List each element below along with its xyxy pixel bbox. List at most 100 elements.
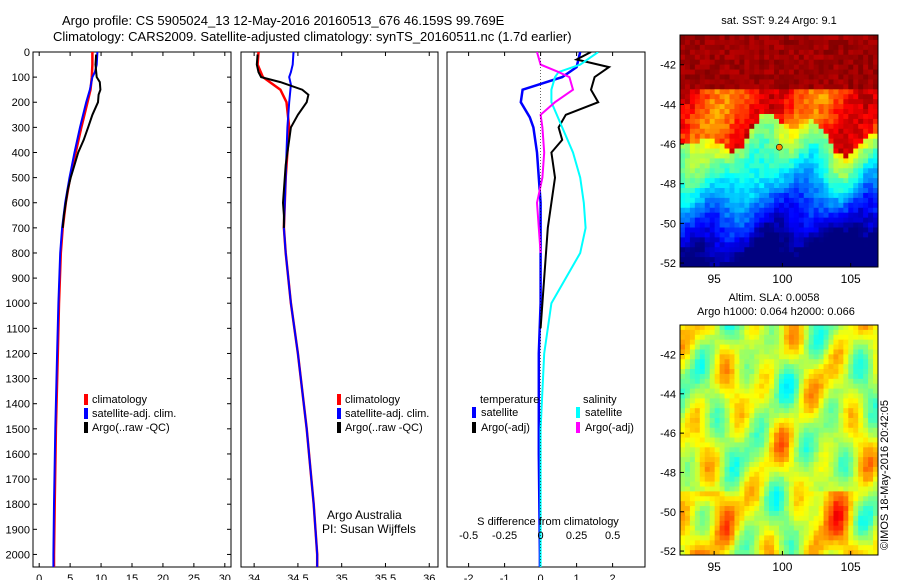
map-cell <box>873 476 878 483</box>
map-cell <box>774 39 780 46</box>
map-cell <box>714 168 721 174</box>
map-cell <box>764 163 770 169</box>
map-cell <box>793 143 800 150</box>
map-cell <box>729 364 736 370</box>
map-cell <box>823 525 830 532</box>
map-cell <box>863 123 869 130</box>
map-cell <box>769 74 775 81</box>
map-cell <box>858 393 864 399</box>
top-tick-label: 0.25 <box>566 530 587 542</box>
map-cell <box>719 364 726 370</box>
map-cell <box>709 227 716 234</box>
map-cell <box>798 476 805 483</box>
map-cell <box>680 74 686 81</box>
map-cell <box>744 35 750 41</box>
map-cell <box>863 59 869 66</box>
map-cell <box>783 550 790 555</box>
map-cell <box>858 69 864 76</box>
map-cell <box>764 413 770 419</box>
map-cell <box>764 378 770 385</box>
map-cell <box>863 54 869 61</box>
map-cell <box>694 39 701 46</box>
map-cell <box>828 109 835 115</box>
map-cell <box>749 212 755 219</box>
map-cell <box>739 471 745 478</box>
map-cell <box>739 339 745 346</box>
map-cell <box>709 104 716 110</box>
depth-tick-label: 1100 <box>6 323 30 335</box>
map-cell <box>779 148 785 155</box>
map-cell <box>689 476 696 483</box>
map-cell <box>803 403 810 409</box>
map-cell <box>709 113 716 120</box>
map-cell <box>868 496 874 502</box>
map-cell <box>803 486 810 492</box>
map-cell <box>724 452 731 458</box>
map-cell <box>853 393 859 399</box>
map-cell <box>709 44 716 51</box>
map-cell <box>788 408 795 414</box>
map-cell <box>828 89 835 95</box>
map-cell <box>749 520 755 527</box>
map-cell <box>719 207 726 214</box>
map-cell <box>680 104 686 110</box>
map-cell <box>764 373 770 380</box>
map-cell <box>858 501 864 507</box>
map-cell <box>769 506 775 512</box>
map-cell <box>788 247 795 253</box>
map-cell <box>774 535 780 541</box>
map-cell <box>828 64 835 71</box>
map-cell <box>744 94 750 100</box>
map-cell <box>719 113 726 120</box>
map-cell <box>764 252 770 258</box>
map-cell <box>783 153 790 160</box>
map-cell <box>828 94 835 100</box>
map-cell <box>729 491 736 497</box>
depth-tick-label: 1800 <box>6 499 30 511</box>
map-cell <box>699 530 706 537</box>
lat-tick-label: -46 <box>660 139 676 151</box>
map-cell <box>764 525 770 532</box>
map-cell <box>863 74 869 81</box>
map-cell <box>739 491 745 497</box>
map-cell <box>823 168 830 174</box>
map-cell <box>764 158 770 164</box>
map-cell <box>759 349 765 355</box>
map-cell <box>873 432 878 439</box>
map-cell <box>694 535 701 541</box>
map-cell <box>803 168 810 174</box>
map-cell <box>779 59 785 66</box>
map-cell <box>769 413 775 419</box>
map-cell <box>704 452 711 458</box>
map-cell <box>868 212 874 219</box>
map-cell <box>843 466 849 473</box>
map-cell <box>774 413 780 419</box>
map-cell <box>764 471 770 478</box>
map-cell <box>838 364 844 370</box>
map-cell <box>803 49 810 56</box>
map-cell <box>808 373 815 380</box>
map-cell <box>709 64 716 71</box>
map-cell <box>793 54 800 61</box>
map-cell <box>793 44 800 51</box>
map-cell <box>724 501 731 507</box>
map-cell <box>764 54 770 61</box>
x-tick-label: 1 <box>574 573 580 580</box>
map-cell <box>680 427 686 434</box>
map-cell <box>868 94 874 100</box>
map-cell <box>848 437 854 444</box>
map-cell <box>813 369 820 375</box>
map-cell <box>798 54 805 61</box>
map-cell <box>689 437 696 444</box>
map-cell <box>704 148 711 155</box>
map-cell <box>769 437 775 444</box>
map-cell <box>694 237 701 243</box>
map-cell <box>724 163 731 169</box>
map-cell <box>734 325 740 331</box>
map-cell <box>808 481 815 488</box>
map-cell <box>714 364 721 370</box>
map-cell <box>719 535 726 541</box>
map-cell <box>734 491 740 497</box>
map-cell <box>699 540 706 546</box>
map-cell <box>818 437 825 444</box>
